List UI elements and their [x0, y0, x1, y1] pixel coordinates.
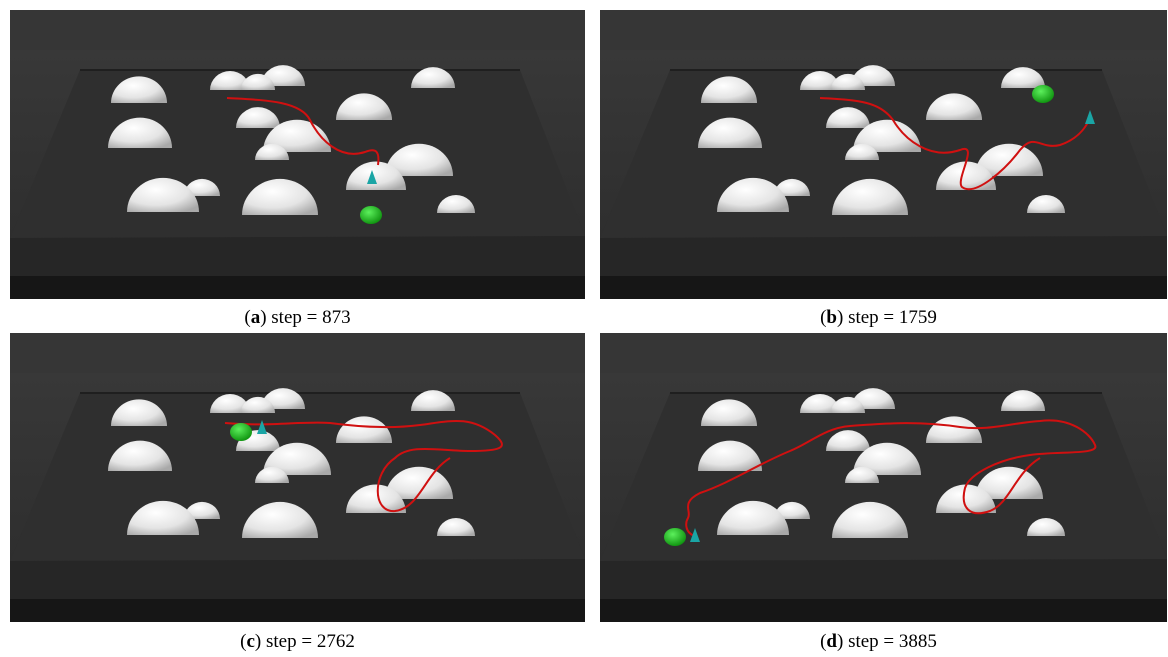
platform-front	[600, 236, 1167, 276]
goal	[230, 423, 252, 441]
horizon	[600, 10, 1167, 50]
horizon	[10, 333, 585, 373]
floor	[10, 276, 585, 299]
floor	[10, 599, 585, 622]
caption: (c) step = 2762	[10, 631, 585, 653]
goal	[360, 206, 382, 224]
caption: (b) step = 1759	[591, 307, 1166, 329]
goal	[1032, 85, 1054, 103]
caption: (d) step = 3885	[591, 631, 1166, 653]
platform-front	[600, 559, 1167, 599]
horizon	[600, 333, 1167, 373]
scene	[10, 10, 585, 299]
figure: (a) step = 873 (b) step = 1759 (c) step …	[0, 0, 1168, 657]
floor	[600, 276, 1167, 299]
scene	[600, 10, 1167, 299]
horizon	[10, 10, 585, 50]
floor	[600, 599, 1167, 622]
caption: (a) step = 873	[10, 307, 585, 329]
scene	[600, 333, 1167, 622]
platform-front	[10, 559, 585, 599]
scene	[10, 333, 585, 622]
platform-front	[10, 236, 585, 276]
goal	[664, 528, 686, 546]
